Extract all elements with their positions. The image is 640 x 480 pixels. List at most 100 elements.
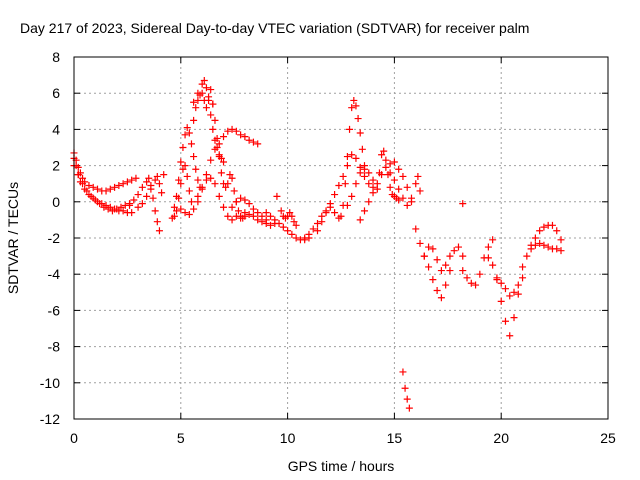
series-track-4 [126, 174, 163, 235]
data-point [459, 200, 467, 208]
data-point [134, 191, 142, 199]
data-point [358, 145, 366, 153]
data-point [192, 165, 200, 173]
data-point [414, 172, 422, 180]
data-point [173, 207, 181, 215]
data-point [380, 147, 388, 155]
data-point [207, 111, 215, 119]
data-point [249, 138, 257, 146]
data-point [158, 189, 166, 197]
series-track-7 [170, 124, 204, 211]
data-point [237, 194, 245, 202]
data-point [79, 180, 87, 188]
data-point [198, 183, 206, 191]
data-point [395, 165, 403, 173]
data-point [85, 182, 93, 190]
data-point [96, 200, 104, 208]
data-point [510, 314, 518, 322]
data-point [211, 145, 219, 153]
data-point [262, 209, 270, 217]
data-point [215, 153, 223, 161]
data-point [241, 196, 249, 204]
data-point [232, 127, 240, 135]
data-point [341, 180, 349, 188]
series-track-6 [168, 162, 195, 222]
series-track-12 [209, 100, 249, 222]
data-point [403, 183, 411, 191]
data-point [185, 187, 193, 195]
data-point [222, 183, 230, 191]
data-point [155, 227, 163, 235]
data-point [369, 176, 377, 184]
series-track-24 [399, 368, 413, 412]
data-point [514, 281, 522, 289]
data-point [395, 196, 403, 204]
data-point [531, 234, 539, 242]
data-point [215, 140, 223, 148]
data-point [147, 185, 155, 193]
data-point [442, 281, 450, 289]
data-point [407, 198, 415, 206]
data-point [106, 185, 114, 193]
data-point [386, 169, 394, 177]
data-point [519, 274, 527, 282]
series-track-28 [484, 254, 527, 340]
data-point [292, 221, 300, 229]
data-point [348, 192, 356, 200]
data-point [348, 104, 356, 112]
y-axis-title: SDTVAR / TECUs [5, 182, 21, 294]
data-point [207, 156, 215, 164]
data-point [339, 172, 347, 180]
data-point [153, 218, 161, 226]
series-track-19 [337, 96, 368, 220]
data-point [343, 201, 351, 209]
data-point [177, 158, 185, 166]
series-track-13 [232, 209, 279, 229]
data-point [399, 172, 407, 180]
data-point [215, 192, 223, 200]
data-point [117, 203, 125, 211]
data-point [87, 192, 95, 200]
data-point [151, 176, 159, 184]
data-point [416, 187, 424, 195]
data-point [194, 192, 202, 200]
data-point [437, 294, 445, 302]
data-point [249, 205, 257, 213]
grid-lines [74, 57, 608, 419]
series-track-21 [356, 158, 415, 224]
data-point [337, 212, 345, 220]
data-point [132, 174, 140, 182]
x-tick-label: 10 [280, 430, 296, 446]
data-point [510, 288, 518, 296]
data-point [228, 125, 236, 133]
series-track-8 [177, 174, 236, 224]
data-point [104, 205, 112, 213]
x-tick-label: 15 [387, 430, 403, 446]
data-point [134, 203, 142, 211]
data-point [553, 245, 561, 253]
data-point [245, 210, 253, 218]
series-track-27 [459, 236, 497, 289]
data-point [454, 243, 462, 251]
data-point [557, 236, 565, 244]
data-point [450, 247, 458, 255]
data-point [352, 102, 360, 110]
data-point [209, 125, 217, 133]
data-point [425, 263, 433, 271]
data-point [126, 201, 134, 209]
data-point [183, 124, 191, 132]
data-point [346, 125, 354, 133]
data-point [288, 212, 296, 220]
data-point [501, 317, 509, 325]
data-point [262, 216, 270, 224]
data-point [102, 187, 110, 195]
data-point [553, 227, 561, 235]
data-point [403, 395, 411, 403]
data-point [305, 230, 313, 238]
data-point [348, 151, 356, 159]
data-point [93, 185, 101, 193]
data-point [497, 297, 505, 305]
data-point [484, 254, 492, 262]
data-point [425, 243, 433, 251]
